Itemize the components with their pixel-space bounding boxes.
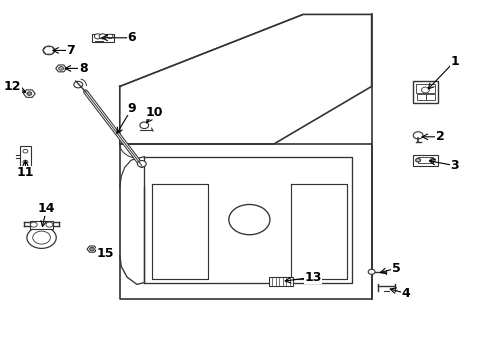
Text: 7: 7	[66, 44, 75, 57]
Circle shape	[23, 160, 28, 164]
Polygon shape	[43, 47, 55, 54]
Polygon shape	[87, 246, 97, 252]
Text: 9: 9	[127, 102, 136, 114]
Text: 8: 8	[79, 62, 87, 75]
Circle shape	[94, 34, 101, 39]
Text: 12: 12	[3, 80, 21, 93]
Text: 6: 6	[127, 31, 136, 44]
Text: 4: 4	[401, 287, 409, 300]
FancyBboxPatch shape	[425, 94, 434, 100]
Circle shape	[137, 161, 146, 167]
FancyBboxPatch shape	[20, 146, 31, 167]
Circle shape	[30, 222, 37, 227]
Circle shape	[415, 158, 420, 162]
Circle shape	[140, 122, 148, 129]
Circle shape	[421, 87, 428, 93]
Text: 14: 14	[38, 202, 55, 215]
Text: 10: 10	[145, 106, 163, 119]
Circle shape	[46, 222, 53, 227]
Circle shape	[33, 231, 50, 244]
Text: 15: 15	[96, 247, 114, 260]
Circle shape	[27, 227, 56, 248]
FancyBboxPatch shape	[30, 221, 53, 229]
Text: 11: 11	[17, 166, 34, 179]
Circle shape	[429, 158, 434, 162]
Text: 2: 2	[435, 130, 444, 143]
Polygon shape	[56, 65, 66, 72]
Circle shape	[412, 132, 422, 139]
FancyBboxPatch shape	[269, 277, 292, 286]
FancyBboxPatch shape	[412, 81, 437, 103]
Circle shape	[99, 34, 106, 39]
FancyBboxPatch shape	[415, 84, 434, 93]
FancyBboxPatch shape	[417, 157, 432, 163]
FancyBboxPatch shape	[412, 155, 437, 166]
Circle shape	[59, 67, 63, 70]
Polygon shape	[23, 90, 35, 97]
Text: 5: 5	[391, 262, 400, 275]
Circle shape	[46, 48, 52, 53]
Text: 1: 1	[449, 55, 458, 68]
Circle shape	[367, 269, 374, 274]
Text: 13: 13	[304, 271, 321, 284]
Circle shape	[43, 46, 55, 55]
FancyBboxPatch shape	[92, 34, 114, 42]
Circle shape	[27, 92, 32, 95]
Circle shape	[23, 149, 28, 153]
FancyBboxPatch shape	[416, 94, 425, 100]
Text: 3: 3	[449, 159, 458, 172]
Circle shape	[89, 247, 94, 251]
Circle shape	[107, 34, 113, 39]
Circle shape	[74, 81, 82, 88]
